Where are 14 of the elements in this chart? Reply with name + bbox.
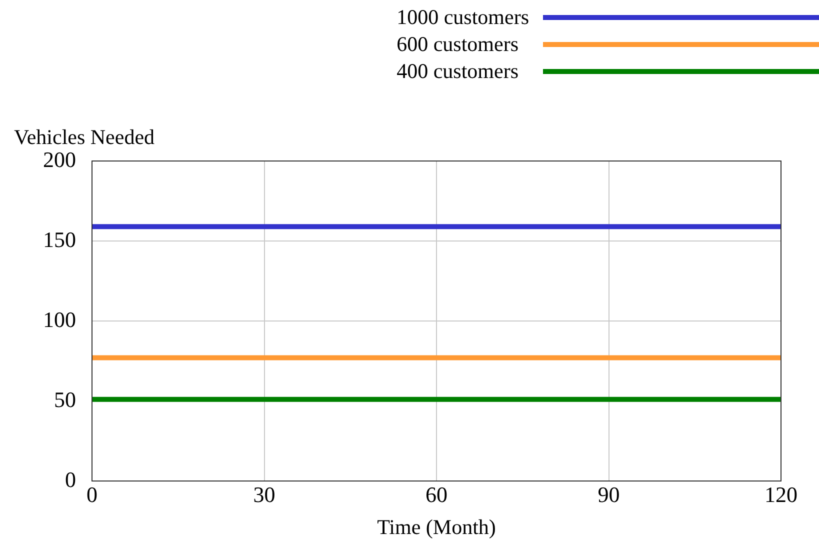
x-axis-title: Time (Month) xyxy=(377,514,496,539)
legend-label: 600 customers xyxy=(396,31,520,58)
x-tick-label: 0 xyxy=(86,482,98,507)
legend-label: 1000 customers xyxy=(396,4,529,31)
x-tick-label: 120 xyxy=(764,482,798,507)
y-tick-label: 100 xyxy=(43,306,76,332)
y-tick-label: 150 xyxy=(43,226,76,252)
x-tick-label: 30 xyxy=(253,482,276,507)
y-axis-title: Vehicles Needed xyxy=(14,125,156,150)
legend-label: 400 customers xyxy=(396,58,520,85)
x-tick-label: 90 xyxy=(598,482,620,507)
x-tick-label: 60 xyxy=(426,482,448,507)
y-tick-label: 200 xyxy=(43,146,76,172)
y-tick-label: 50 xyxy=(54,386,76,412)
